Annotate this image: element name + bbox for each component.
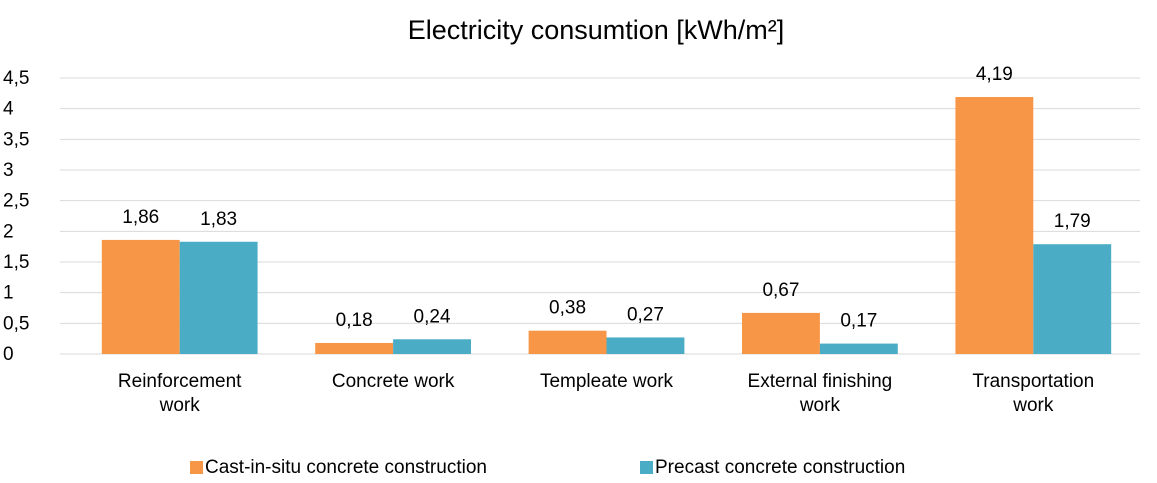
bar	[1033, 244, 1112, 354]
x-tick-label-box: External finishing work	[747, 371, 893, 416]
bar	[528, 330, 607, 354]
legend-label: Precast concrete construction	[655, 457, 905, 478]
y-tick-label: 0	[3, 344, 14, 365]
bar	[742, 312, 820, 354]
data-label: 1,86	[122, 207, 159, 228]
y-tick-label: 1	[3, 283, 14, 304]
bar	[179, 241, 258, 354]
x-tick-label-box: Concrete work	[331, 371, 455, 392]
bar	[606, 337, 685, 354]
bar	[955, 97, 1034, 354]
bar	[101, 239, 180, 354]
data-label: 0,17	[840, 311, 877, 332]
x-tick-label: Transportation work	[972, 371, 1095, 416]
bar	[315, 342, 394, 354]
legend-label: Cast-in-situ concrete construction	[205, 457, 487, 478]
y-tick-label: 0,5	[3, 313, 29, 334]
data-label: 4,19	[976, 64, 1013, 85]
y-tick-label: 4,5	[3, 68, 29, 89]
y-tick-label: 2,5	[3, 191, 29, 212]
x-tick-label: Concrete work	[331, 371, 455, 392]
x-tick-label: External finishing work	[747, 371, 893, 416]
data-label: 0,27	[627, 304, 664, 325]
x-tick-label-box: Reinforcement work	[117, 371, 242, 416]
data-label: 0,18	[336, 310, 373, 331]
data-label: 1,79	[1054, 211, 1091, 232]
y-tick-label: 4	[3, 99, 14, 120]
y-tick-label: 2	[3, 221, 14, 242]
data-label: 1,83	[200, 209, 237, 230]
data-label: 0,67	[762, 280, 799, 301]
x-tick-label: Templeate work	[539, 371, 674, 392]
y-tick-label: 3,5	[3, 129, 29, 150]
chart-title: Electricity consumtion [kWh/m²]	[408, 15, 785, 45]
x-tick-label: Reinforcement work	[117, 371, 242, 416]
y-tick-label: 3	[3, 160, 14, 181]
bar	[819, 343, 898, 354]
legend-swatch	[190, 461, 203, 474]
data-label: 0,38	[549, 298, 586, 319]
legend-swatch	[640, 461, 653, 474]
data-label: 0,24	[414, 306, 451, 327]
bar	[393, 339, 471, 354]
y-tick-label: 1,5	[3, 252, 29, 273]
x-tick-label-box: Transportation work	[972, 371, 1095, 416]
x-tick-label-box: Templeate work	[539, 371, 674, 392]
